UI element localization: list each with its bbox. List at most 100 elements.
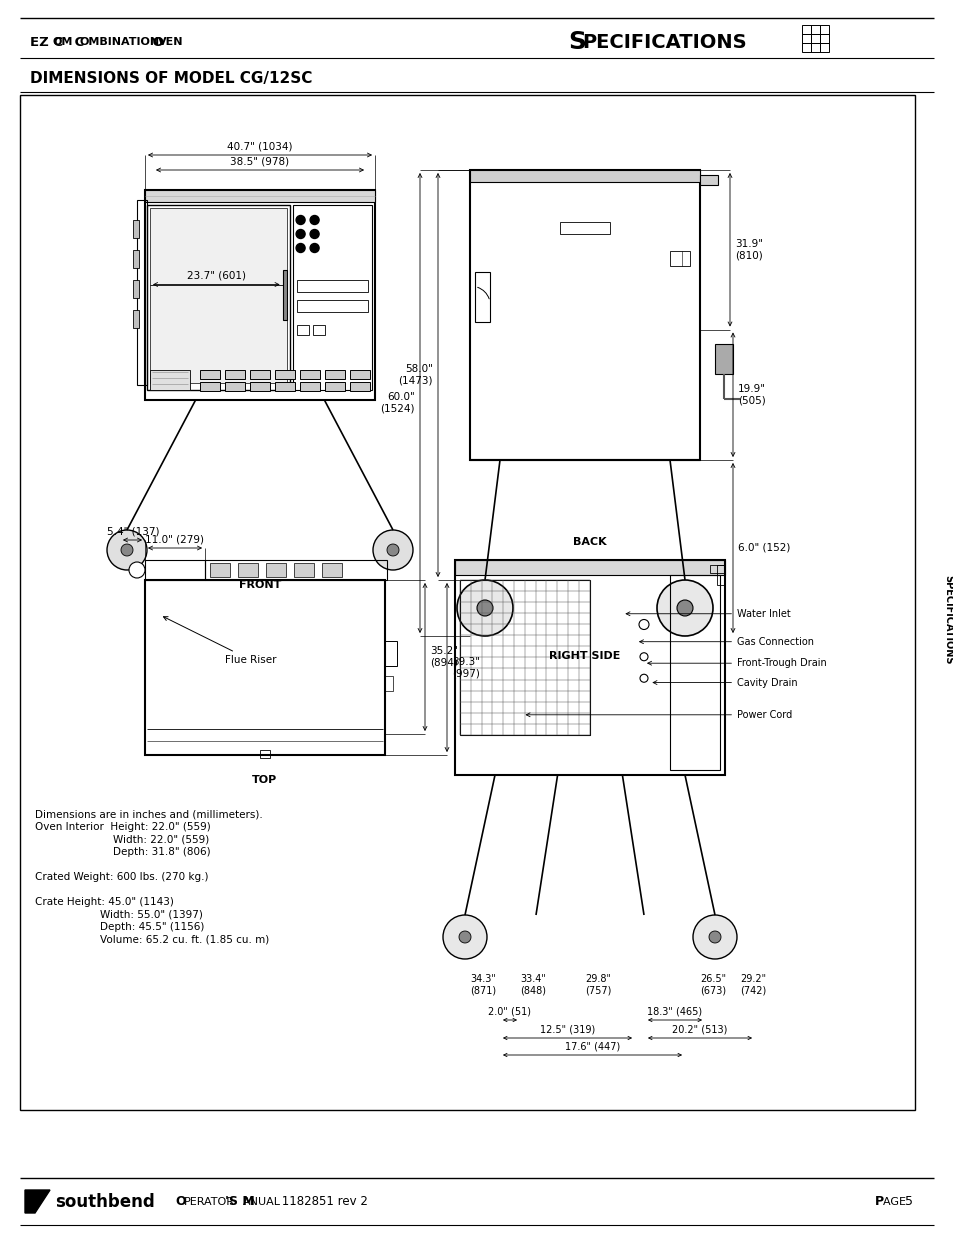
Bar [470,170,700,182]
Circle shape [456,580,513,636]
Text: 2.0" (51): 2.0" (51) [488,1007,531,1016]
Text: 18.3" (465): 18.3" (465) [647,1007,701,1016]
Bar [260,750,270,758]
Bar [459,580,589,735]
Text: FRONT: FRONT [238,580,281,590]
Text: Crate Height: 45.0" (1143): Crate Height: 45.0" (1143) [35,898,173,908]
Circle shape [295,243,305,252]
Text: Flue Riser: Flue Riser [163,616,276,664]
Bar [820,25,828,35]
Text: 12.5" (319): 12.5" (319) [539,1025,595,1035]
Bar [205,559,387,580]
Bar [266,563,286,577]
Text: PERATOR: PERATOR [184,1197,234,1207]
Bar [801,43,810,52]
Bar [132,280,139,298]
Bar [296,300,368,312]
Text: C: C [70,36,84,48]
Bar [210,563,230,577]
Circle shape [295,215,305,225]
Bar [709,564,724,573]
Text: 29.8"
(757): 29.8" (757) [584,974,611,995]
Text: 6.0" (152): 6.0" (152) [738,543,789,553]
Text: P: P [874,1195,883,1209]
Bar [132,220,139,238]
Text: 29.2"
(742): 29.2" (742) [740,974,765,995]
Text: RIGHT SIDE: RIGHT SIDE [549,651,620,661]
Bar [137,200,147,385]
Circle shape [708,931,720,944]
Circle shape [458,931,471,944]
Bar [145,190,375,400]
Bar [296,325,308,335]
Text: 40.7" (1034): 40.7" (1034) [227,141,293,151]
Text: Width: 22.0" (559): Width: 22.0" (559) [35,835,209,845]
Text: 19.9"
(505): 19.9" (505) [738,384,765,405]
Text: 11.0" (279): 11.0" (279) [146,535,204,545]
Bar [313,325,324,335]
Bar [250,382,270,391]
Text: OM: OM [53,37,73,47]
Bar [147,205,290,390]
Bar [200,370,220,379]
Bar [145,559,205,580]
Bar [294,563,314,577]
Circle shape [310,230,318,238]
Text: 33.4"
(848): 33.4" (848) [519,974,545,995]
Bar [132,310,139,329]
Bar [150,207,286,383]
Bar [322,563,341,577]
Text: 39.3"
(997): 39.3" (997) [452,657,479,678]
Bar [200,382,220,391]
Text: Oven Interior  Height: 22.0" (559): Oven Interior Height: 22.0" (559) [35,823,211,832]
Circle shape [677,600,692,616]
Bar [350,370,370,379]
Bar [801,25,810,35]
Text: Cavity Drain: Cavity Drain [653,678,797,688]
Bar [700,175,718,185]
Text: Dimensions are in inches and (millimeters).: Dimensions are in inches and (millimeter… [35,810,262,820]
Bar [455,559,724,776]
Text: O: O [148,36,164,48]
Bar [299,370,319,379]
Text: SPECIFICATIONS: SPECIFICATIONS [942,576,952,664]
Bar [810,43,820,52]
Bar [145,580,385,755]
Bar [669,576,720,769]
Bar [801,35,810,43]
Text: EZ C: EZ C [30,36,63,48]
Bar [717,564,724,585]
Bar [325,382,345,391]
Bar [714,345,732,374]
Text: ANUAL: ANUAL [243,1197,281,1207]
Text: Crated Weight: 600 lbs. (270 kg.): Crated Weight: 600 lbs. (270 kg.) [35,872,209,883]
Bar [455,559,724,576]
Text: PECIFICATIONS: PECIFICATIONS [581,32,746,52]
Text: AGE: AGE [882,1197,908,1207]
Bar [470,170,700,459]
Text: 35.2"
(894): 35.2" (894) [430,646,457,668]
Text: 34.3"
(871): 34.3" (871) [470,974,496,995]
Bar [132,249,139,268]
Circle shape [310,243,318,252]
Bar [820,43,828,52]
Text: VEN: VEN [158,37,183,47]
Text: 'S M: 'S M [225,1195,254,1209]
Circle shape [373,530,413,571]
Bar [669,251,689,267]
Bar [237,563,257,577]
Text: 17.6" (447): 17.6" (447) [564,1042,619,1052]
Text: 31.9"
(810): 31.9" (810) [734,238,762,261]
Text: 26.5"
(673): 26.5" (673) [700,974,725,995]
Bar [282,270,286,320]
Bar [350,382,370,391]
Text: Water Inlet: Water Inlet [625,609,790,619]
Bar [810,35,820,43]
Bar [20,95,914,1110]
Text: 1182851 rev 2: 1182851 rev 2 [277,1195,368,1209]
Text: Front-Trough Drain: Front-Trough Drain [647,658,826,668]
Circle shape [129,562,145,578]
Text: 58.0"
(1473): 58.0" (1473) [398,364,433,385]
Text: Depth: 45.5" (1156): Depth: 45.5" (1156) [35,923,204,932]
Text: 5.4" (137): 5.4" (137) [107,526,159,536]
